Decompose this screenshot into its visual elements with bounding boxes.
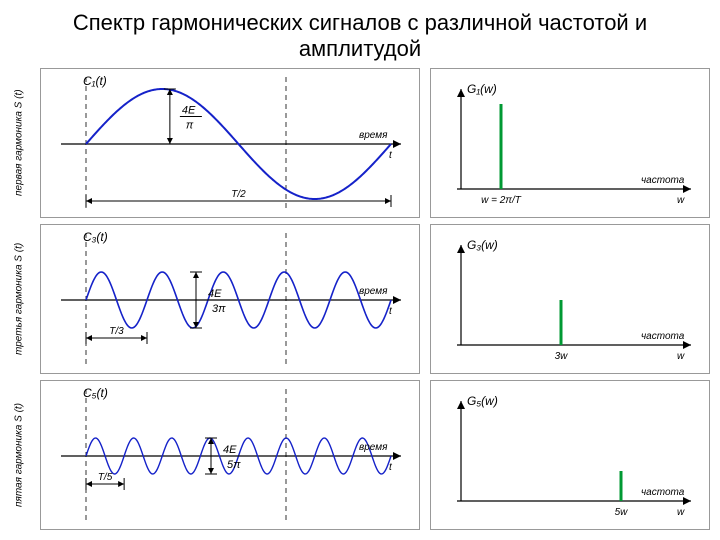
spectrum-panel: G₅(w) 5w частота w — [430, 380, 710, 530]
svg-text:w: w — [677, 507, 685, 518]
svg-text:w: w — [677, 195, 685, 206]
svg-text:T/5: T/5 — [98, 472, 113, 483]
svg-text:4E: 4E — [223, 444, 237, 456]
svg-text:w = 2π/T: w = 2π/T — [481, 195, 522, 206]
svg-text:3π: 3π — [212, 303, 226, 315]
svg-text:время: время — [359, 286, 388, 297]
svg-text:C₁(t): C₁(t) — [83, 74, 107, 88]
svg-text:t: t — [389, 306, 393, 317]
svg-text:частота: частота — [641, 331, 685, 342]
svg-text:C₅(t): C₅(t) — [83, 386, 108, 400]
row-label: третья гармоника S (t) — [8, 224, 30, 374]
svg-text:3w: 3w — [555, 351, 569, 362]
svg-text:время: время — [359, 442, 388, 453]
svg-text:G₅(w): G₅(w) — [467, 394, 498, 408]
svg-text:4E: 4E — [208, 288, 222, 300]
svg-text:w: w — [677, 351, 685, 362]
svg-text:частота: частота — [641, 175, 685, 186]
row-label: пятая гармоника S (t) — [8, 380, 30, 530]
svg-text:G₁(w): G₁(w) — [467, 82, 497, 96]
diagram-grid: первая гармоника S (t)C₁(t)T/24EπвремяtG… — [0, 68, 720, 530]
time-panel: C₃(t) T/3 4E 3π времяt — [40, 224, 420, 374]
svg-text:t: t — [389, 462, 393, 473]
spectrum-panel: G₃(w) 3w частота w — [430, 224, 710, 374]
svg-text:t: t — [389, 150, 393, 161]
svg-text:C₃(t): C₃(t) — [83, 230, 108, 244]
svg-text:T/2: T/2 — [231, 189, 246, 200]
svg-text:G₃(w): G₃(w) — [467, 238, 498, 252]
spectrum-panel: G₁(w) w = 2π/T частота w — [430, 68, 710, 218]
row-label: первая гармоника S (t) — [8, 68, 30, 218]
svg-text:4E: 4E — [182, 105, 196, 117]
svg-text:5w: 5w — [615, 507, 629, 518]
svg-text:время: время — [359, 130, 388, 141]
svg-text:5π: 5π — [227, 459, 241, 471]
page-title: Спектр гармонических сигналов с различно… — [0, 0, 720, 68]
svg-text:π: π — [186, 120, 194, 132]
time-panel: C₁(t) T/2 4E π времяt — [40, 68, 420, 218]
svg-text:частота: частота — [641, 487, 685, 498]
time-panel: C₅(t) T/5 4E 5π времяt — [40, 380, 420, 530]
svg-text:T/3: T/3 — [109, 326, 124, 337]
